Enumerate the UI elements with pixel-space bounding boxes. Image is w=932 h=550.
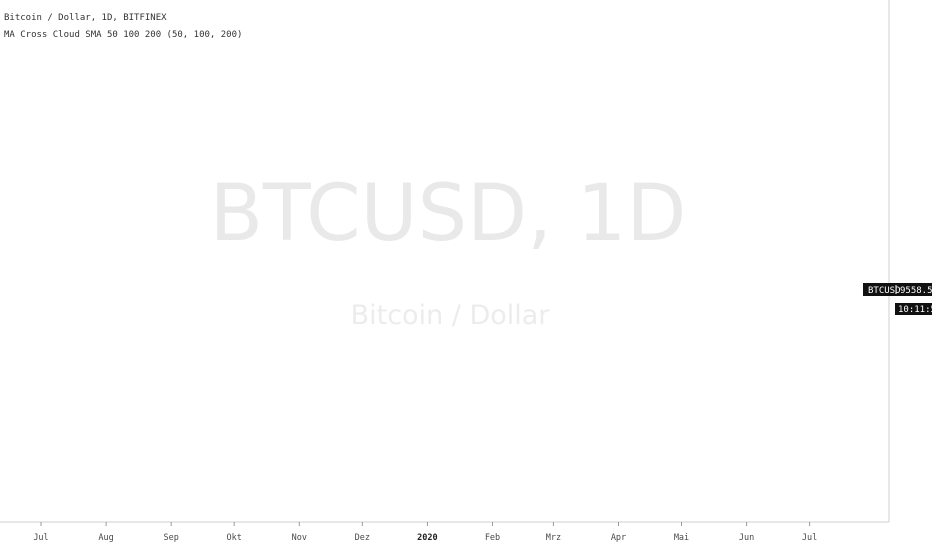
time-tick-label: Aug	[98, 533, 113, 543]
time-axis[interactable]: Jul Aug Sep Okt Nov Dez 2020 Feb Mrz Apr Mai Jun Jul	[33, 522, 817, 543]
time-tick-label: Nov	[292, 533, 307, 543]
watermark-symbol: BTCUSD, 1D	[210, 169, 687, 259]
countdown-badge: 10:11:52	[895, 303, 932, 315]
indicator-legend[interactable]: MA Cross Cloud SMA 50 100 200 (50, 100, …	[4, 30, 242, 40]
time-tick-label: 2020	[417, 533, 437, 543]
time-tick-label: Mai	[674, 533, 689, 543]
time-tick-label: Dez	[355, 533, 370, 543]
time-tick-label: Apr	[611, 533, 626, 543]
symbol-legend[interactable]: Bitcoin / Dollar, 1D, BITFINEX	[4, 13, 167, 23]
price-badge-background	[863, 283, 932, 296]
price-badge-value: 9558.5	[900, 286, 932, 296]
current-price-badge: BTCUSD 9558.5	[863, 283, 932, 296]
watermark: BTCUSD, 1D Bitcoin / Dollar	[210, 169, 687, 331]
time-tick-label: Jul	[802, 533, 817, 543]
time-tick-label: Mrz	[546, 533, 561, 543]
time-tick-label: Jul	[33, 533, 48, 543]
chart-legend[interactable]: Bitcoin / Dollar, 1D, BITFINEX MA Cross …	[4, 13, 242, 40]
time-tick-label: Jun	[739, 533, 754, 543]
countdown-value: 10:11:52	[898, 305, 932, 315]
time-tick-label: Feb	[485, 533, 500, 543]
watermark-description: Bitcoin / Dollar	[351, 300, 551, 331]
time-tick-label: Okt	[227, 533, 242, 543]
price-badge-symbol: BTCUSD	[868, 286, 901, 296]
countdown-background	[895, 303, 932, 315]
time-tick-label: Sep	[164, 533, 179, 543]
